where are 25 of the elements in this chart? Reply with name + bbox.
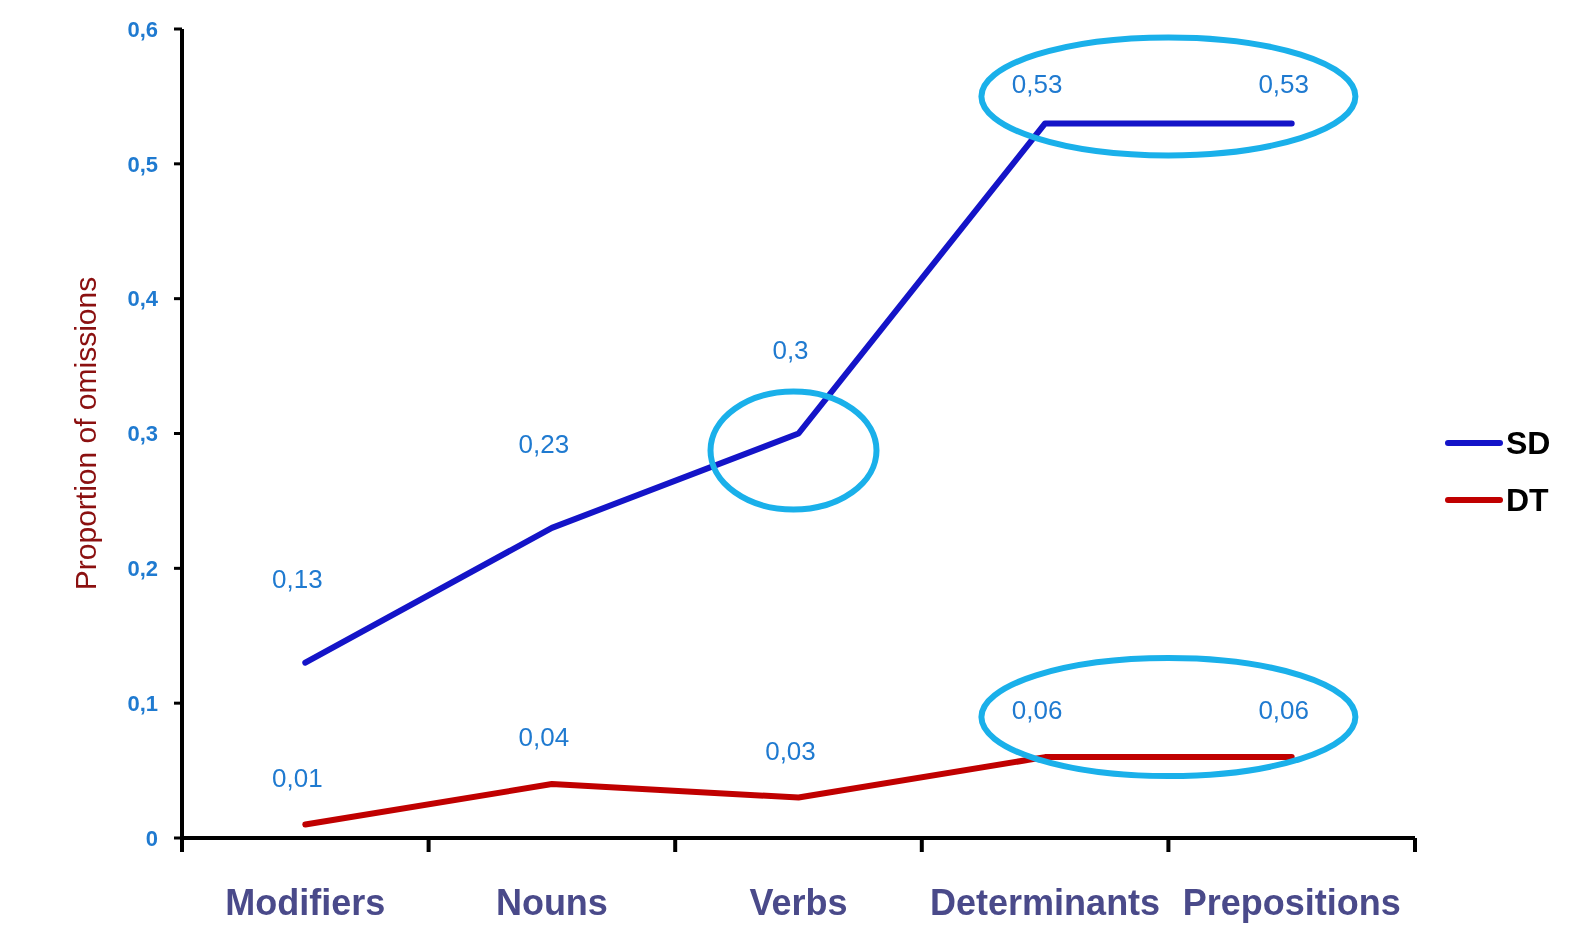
y-tick-label: 0,2 — [127, 556, 158, 582]
data-label: 0,03 — [765, 735, 816, 766]
legend-label: DT — [1506, 482, 1550, 519]
data-label: 0,3 — [772, 334, 809, 365]
x-tick-label: Determinants — [930, 882, 1161, 923]
x-tick-label: Prepositions — [1182, 882, 1401, 923]
data-label: 0,01 — [272, 762, 323, 793]
x-tick-label: Modifiers — [225, 882, 386, 923]
x-tick-label: Nouns — [495, 882, 608, 923]
y-tick-label: 0,5 — [127, 151, 158, 177]
data-label: 0,53 — [1258, 69, 1309, 100]
y-tick-label: 0,6 — [127, 16, 158, 42]
legend-label: SD — [1506, 425, 1551, 462]
data-label: 0,53 — [1011, 69, 1063, 100]
y-tick-label: 0 — [145, 825, 158, 851]
x-tick-label: Verbs — [749, 882, 848, 923]
data-label: 0,04 — [518, 722, 570, 753]
data-label: 0,23 — [518, 428, 570, 459]
y-tick-label: 0,1 — [127, 690, 158, 716]
data-label: 0,13 — [272, 563, 323, 594]
y-tick-label: 0,4 — [127, 286, 159, 312]
data-label: 0,06 — [1011, 695, 1063, 726]
y-tick-label: 0,3 — [127, 421, 158, 447]
y-axis-title: Proportion of omissions — [69, 276, 102, 591]
data-label: 0,06 — [1258, 695, 1309, 726]
